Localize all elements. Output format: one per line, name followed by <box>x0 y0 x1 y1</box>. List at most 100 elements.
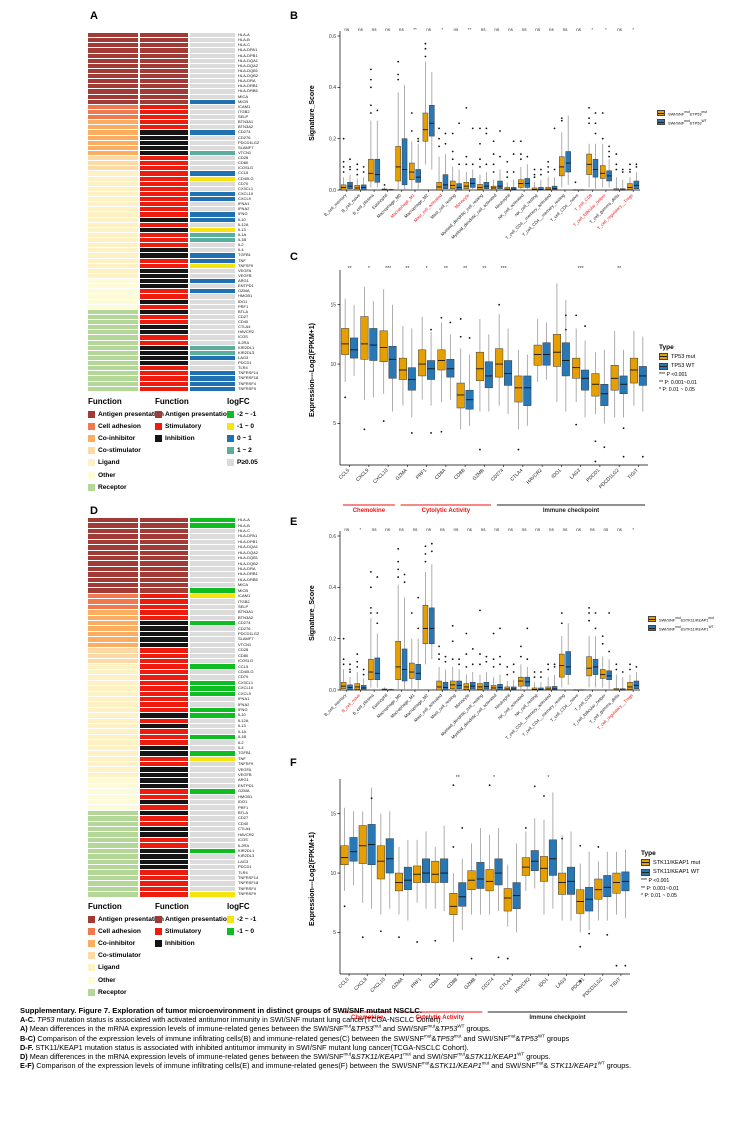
box <box>374 158 381 183</box>
gene-label: HAVCR2 <box>238 329 254 335</box>
regulation-cell <box>140 63 188 68</box>
gene-label: HLA-DPB1 <box>238 52 258 58</box>
gene-label: IL1B <box>238 734 247 740</box>
regulation-cell <box>140 637 188 642</box>
regulation-cell <box>140 94 188 99</box>
box <box>415 664 421 680</box>
regulation-cell <box>140 304 188 309</box>
function-cell <box>88 109 138 114</box>
outlier-dot <box>498 303 501 306</box>
outlier-dot <box>622 427 625 430</box>
heatmap-row: KIR2DL3 <box>88 854 288 860</box>
legend-swatch <box>227 422 234 430</box>
outlier-dot <box>362 166 365 168</box>
significance-label: ns <box>617 527 623 532</box>
logfc-cell <box>190 340 235 345</box>
function-cell <box>88 555 138 561</box>
function-cell <box>88 718 138 724</box>
outlier-dot <box>452 846 455 848</box>
outlier-dot <box>512 140 515 143</box>
gene-label: MICA <box>238 93 248 99</box>
x-tick-label: GZMA <box>395 467 410 482</box>
gene-label: TNFSF9 <box>238 761 254 767</box>
heatmap-row: HLA-B <box>88 523 288 529</box>
logfc-cell <box>190 566 235 572</box>
outlier-dot <box>465 163 468 166</box>
box <box>565 651 571 675</box>
gene-label: CD80 <box>238 160 249 166</box>
outlier-dot <box>533 168 536 171</box>
outlier-dot <box>342 137 345 140</box>
heatmap-row: GZMA <box>88 789 288 795</box>
box <box>360 316 369 360</box>
logfc-cell <box>190 366 235 371</box>
legend-item-label: Inhibition <box>165 434 195 442</box>
legend-label: TP53 WT <box>671 363 695 369</box>
box <box>347 182 353 189</box>
regulation-cell <box>140 539 188 545</box>
legend-item-label: Antigen presentation <box>98 410 164 418</box>
gene-label: PDCD1 <box>238 360 252 366</box>
function-cell <box>88 648 138 653</box>
significance-label: ns <box>372 527 378 532</box>
outlier-dot <box>362 673 365 676</box>
regulation-cell <box>140 109 188 114</box>
logfc-cell <box>190 669 235 675</box>
outlier-dot <box>485 660 488 663</box>
function-cell <box>88 832 138 837</box>
x-tick-label: CTLA4 <box>499 976 514 991</box>
logfc-cell <box>190 642 235 648</box>
legend-swatch <box>227 410 234 418</box>
outlier-dot <box>369 112 372 114</box>
legend-swatch <box>155 927 162 935</box>
gene-label: CXCL10 <box>238 685 254 691</box>
box <box>514 375 523 403</box>
outlier-dot <box>575 314 578 317</box>
legend-item-label: Antigen presentation <box>98 915 164 923</box>
significance-label: ** <box>456 775 460 781</box>
heatmap-row: HLA-DQA1 <box>88 58 288 64</box>
x-tick-label: PRF1 <box>415 467 428 480</box>
heatmap-row: CD276 <box>88 626 288 632</box>
logfc-cell <box>190 58 235 63</box>
y-axis-title: Expression---Log2(FPKM+1) <box>309 323 316 417</box>
outlier-dot <box>601 642 604 645</box>
heatmap-row: HAVCR2 <box>88 329 288 336</box>
caption-line: A) Mean differences in the mRNA expressi… <box>20 1023 491 1034</box>
legend-key: SWI/SNFmut&TP53WT <box>657 119 707 125</box>
legend-title: logFC <box>227 902 250 911</box>
heatmap-row: HLA-DRA <box>88 79 288 85</box>
gene-label: HLA-DRB1 <box>238 571 258 577</box>
heatmap-row: IFNG <box>88 707 288 714</box>
logfc-cell <box>190 43 235 48</box>
significance-label: ns <box>413 527 419 532</box>
outlier-dot <box>485 655 488 658</box>
gene-label: CD40 <box>238 820 249 826</box>
outlier-dot <box>438 145 440 148</box>
regulation-cell <box>140 202 188 207</box>
legend-label: SWI/SNFmut&STK11/KEAP1WT <box>659 624 714 632</box>
regulation-cell <box>140 848 188 854</box>
heatmap-row: IDO1 <box>88 299 288 305</box>
function-cell <box>88 745 138 751</box>
function-cell <box>88 626 138 631</box>
outlier-dot <box>499 627 501 630</box>
outlier-dot <box>560 119 563 122</box>
outlier-dot <box>342 663 345 666</box>
outlier-dot <box>410 112 413 114</box>
box <box>524 178 531 188</box>
function-cell <box>88 68 138 73</box>
regulation-cell <box>140 783 188 789</box>
function-cell <box>88 865 138 870</box>
group-label: Immune checkpoint <box>543 508 599 514</box>
legend-item-label: Inhibition <box>165 939 195 947</box>
logfc-cell <box>190 171 235 176</box>
gene-label: PDCD1LG2 <box>238 631 260 637</box>
outlier-dot <box>417 627 420 630</box>
regulation-cell <box>140 43 188 48</box>
significance-label: ns <box>494 27 500 32</box>
outlier-dot <box>356 168 359 171</box>
heatmap-row: HLA-C <box>88 529 288 535</box>
regulation-cell <box>140 724 188 729</box>
function-cell <box>88 870 138 875</box>
